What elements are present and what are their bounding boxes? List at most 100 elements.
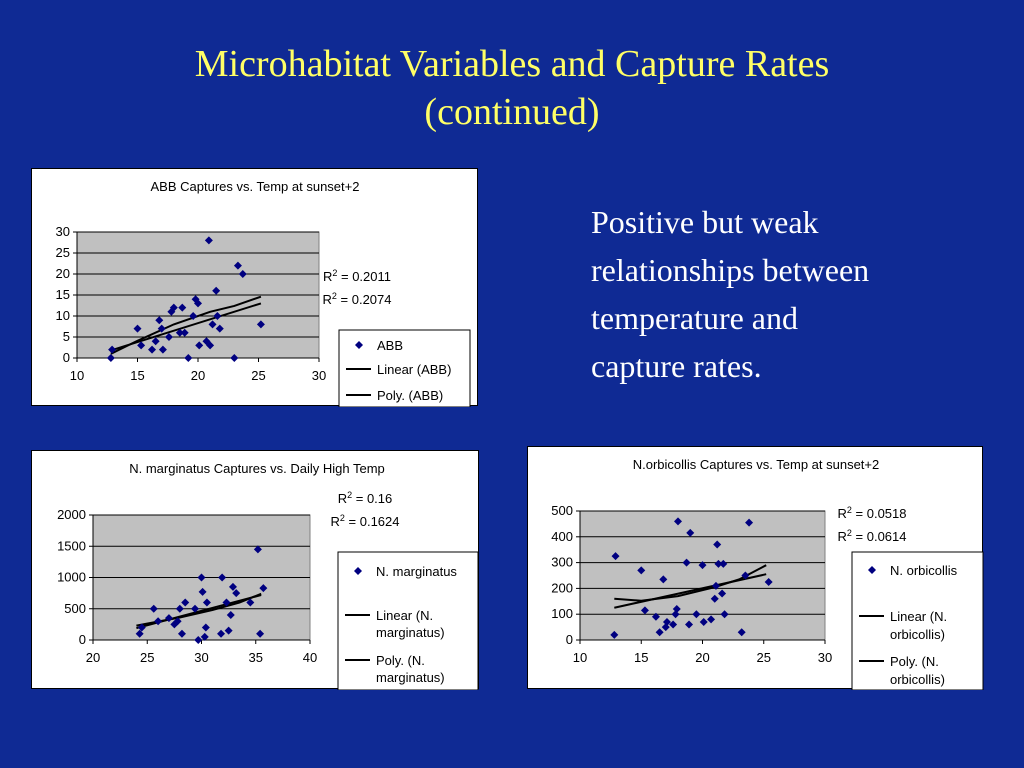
data-point [611,552,620,561]
data-point [178,303,187,312]
legend-label: Poly. (N. [376,653,425,668]
data-point [191,295,200,304]
data-point [190,604,199,613]
data-point [167,307,176,316]
data-point [741,571,750,580]
data-point [180,328,189,337]
data-point [222,598,231,607]
x-tick-label: 15 [634,650,648,665]
y-tick-label: 400 [551,529,573,544]
data-point [711,581,720,590]
x-tick-label: 15 [130,368,144,383]
chart-n-marginatus: N. marginatus Captures vs. Daily High Te… [31,450,479,690]
data-point [212,286,221,295]
data-point [610,630,619,639]
y-tick-label: 0 [566,632,573,647]
data-point [194,636,203,644]
bullet-text: Positive but weak relationships between … [591,198,991,390]
chart-title: N.orbicollis Captures vs. Temp at sunset… [633,457,880,472]
chart-title: N. marginatus Captures vs. Daily High Te… [129,461,385,476]
legend-label: ABB [377,338,403,353]
data-point [256,629,265,638]
legend-label: marginatus) [376,625,445,640]
bullet-line: relationships between [591,252,870,288]
data-point [158,345,167,354]
x-tick-label: 20 [191,368,205,383]
data-point [195,341,204,350]
legend-label: orbicollis) [890,627,945,642]
legend-label: marginatus) [376,670,445,685]
data-point [686,528,695,537]
data-point [714,559,723,568]
data-point [640,606,649,615]
data-point [155,316,164,325]
legend-label: Poly. (ABB) [377,388,443,403]
data-point [184,354,193,362]
data-point [108,345,117,354]
chart-svg: N.orbicollis Captures vs. Temp at sunset… [551,457,984,690]
data-point [213,312,222,320]
chart-svg: ABB Captures vs. Temp at sunset+2 0 5 10 15 2… [56,179,471,407]
data-point [672,605,681,614]
data-point [720,610,729,619]
data-point [669,620,678,629]
y-tick-label: 300 [551,555,573,570]
data-point [692,610,701,619]
data-point [202,337,211,346]
data-point [238,270,247,278]
data-point [259,584,268,593]
bullet-line: temperature and [591,300,798,336]
data-point [637,566,646,575]
data-point [218,573,227,582]
legend-label: Linear (N. [376,608,433,623]
bullet-line: Positive but weak [591,204,819,240]
x-tick-label: 10 [70,368,84,383]
data-point [682,558,691,567]
legend-box [337,551,479,690]
x-tick-label: 20 [695,650,709,665]
bullet-line: capture rates. [591,348,762,384]
slide-title-line-1: Microhabitat Variables and Capture Rates [194,43,830,85]
data-point [215,324,224,333]
data-point [137,623,146,632]
data-point [659,575,668,584]
r2-linear-label: R2 = 0.2011 [323,268,391,284]
x-tick-label: 25 [140,650,154,665]
data-point [154,617,163,626]
y-tick-label: 500 [64,601,86,616]
chart-svg: N. marginatus Captures vs. Daily High Te… [57,461,479,690]
x-tick-label: 40 [303,650,317,665]
data-point [181,598,190,607]
legend-label: Linear (ABB) [377,362,451,377]
data-point [177,629,186,638]
data-point [208,320,217,329]
x-tick-label: 25 [757,650,771,665]
data-point [661,623,670,632]
data-point [189,312,198,320]
x-tick-label: 20 [86,650,100,665]
data-point [256,320,265,329]
x-tick-label: 35 [249,650,263,665]
data-point [217,629,226,638]
x-tick-label: 30 [818,650,832,665]
legend-label: N. orbicollis [890,563,958,578]
data-point [200,632,209,641]
r2-poly-label: R2 = 0.0614 [838,528,907,544]
linear-trendline [614,573,767,609]
data-point [224,626,233,635]
data-point [164,614,173,623]
data-point [253,545,262,554]
y-tick-label: 2000 [57,507,86,522]
legend-marker [355,341,363,349]
data-point [246,598,255,607]
x-tick-label: 10 [573,650,587,665]
x-tick-label: 30 [312,368,326,383]
chart-title: ABB Captures vs. Temp at sunset+2 [151,179,360,194]
data-point [157,324,166,333]
data-point [148,345,157,354]
data-point [175,604,184,613]
x-tick-label: 30 [194,650,208,665]
data-point [206,341,215,350]
r2-poly-label: R2 = 0.1624 [331,513,400,529]
data-point [135,629,144,638]
